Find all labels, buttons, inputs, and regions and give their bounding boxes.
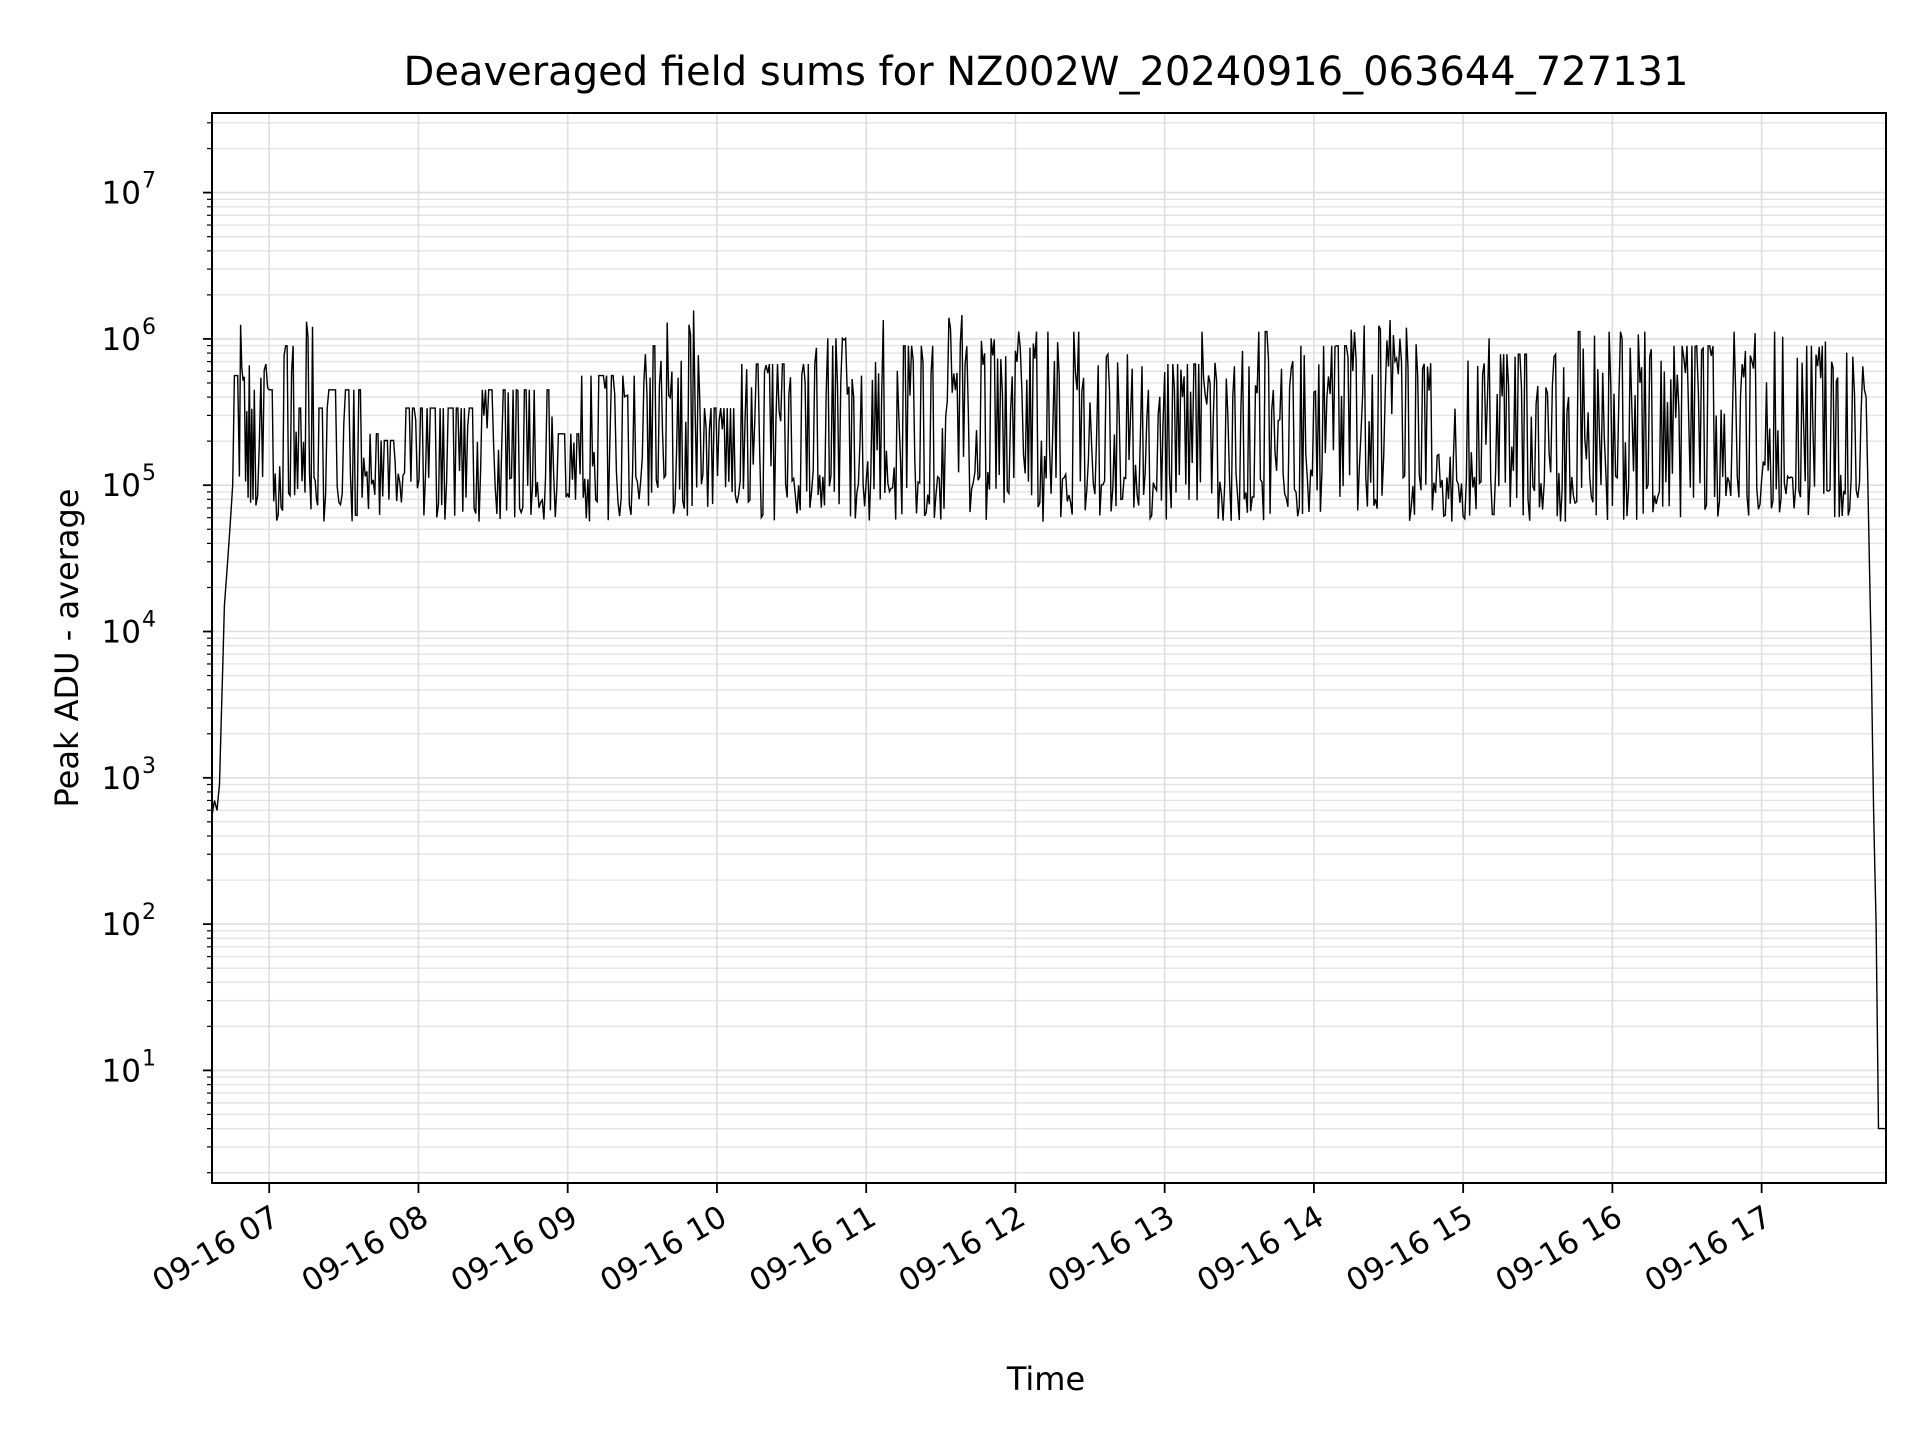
- x-tick-label: 09-16 14: [1191, 1199, 1330, 1300]
- y-tick-label: 101: [102, 1046, 156, 1089]
- x-tick-label: 09-16 15: [1340, 1199, 1479, 1300]
- x-tick-label: 09-16 10: [594, 1199, 733, 1300]
- y-tick-exponent: 6: [142, 315, 156, 340]
- y-tick-label: 107: [102, 169, 156, 212]
- x-axis-ticks: 09-16 07 09-16 08 09-16 09 09-16 10 09-16 11…: [146, 1183, 1778, 1300]
- x-axis-label: Time: [1006, 1360, 1085, 1398]
- y-tick-label: 103: [102, 754, 156, 797]
- x-tick-label: 09-16 09: [445, 1199, 584, 1300]
- grid-layer: [212, 113, 1886, 1183]
- y-tick-label: 105: [102, 461, 156, 504]
- y-tick-exponent: 3: [142, 754, 156, 779]
- x-tick-label: 09-16 13: [1042, 1199, 1181, 1300]
- y-tick-exponent: 2: [142, 900, 156, 925]
- chart-title: Deaveraged field sums for NZ002W_2024091…: [404, 49, 1689, 95]
- y-tick-exponent: 7: [142, 169, 156, 194]
- y-tick-label: 102: [102, 900, 156, 943]
- data-series-line: [211, 310, 1886, 1130]
- y-tick-label: 106: [102, 315, 156, 358]
- x-tick-label: 09-16 12: [893, 1199, 1032, 1300]
- y-tick-label: 104: [102, 608, 156, 651]
- plot-frame: [211, 112, 1887, 1184]
- x-tick-label: 09-16 17: [1639, 1199, 1778, 1300]
- x-tick-label: 09-16 07: [146, 1199, 285, 1300]
- x-tick-label: 09-16 11: [743, 1199, 882, 1300]
- y-tick-exponent: 5: [142, 461, 156, 486]
- x-tick-label: 09-16 08: [296, 1199, 435, 1300]
- data-layer: [211, 310, 1886, 1130]
- y-tick-exponent: 1: [142, 1046, 156, 1071]
- y-tick-exponent: 4: [142, 608, 156, 633]
- x-tick-label: 09-16 16: [1490, 1199, 1629, 1300]
- y-axis-ticks: 101 102 103 104 105 106 107: [102, 122, 212, 1174]
- y-axis-label: Peak ADU - average: [48, 489, 86, 808]
